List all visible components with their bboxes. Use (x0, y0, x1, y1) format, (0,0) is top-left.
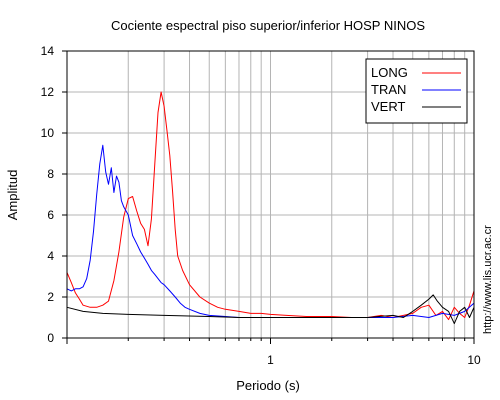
legend: LONG TRAN VERT (365, 58, 468, 124)
x-tick-label: 10 (467, 353, 481, 367)
x-tick-label: 1 (267, 353, 274, 367)
source-url: http://www.lis.ucr.ac.cr (482, 225, 494, 334)
y-tick-label: 10 (41, 126, 55, 140)
axis-ticks: 0 2 4 6 8 10 12 14 1 10 (41, 44, 481, 367)
chart-title: Cociente espectral piso superior/inferio… (111, 18, 425, 33)
series-lines (66, 91, 475, 325)
series-line-vert (66, 294, 475, 325)
y-tick-label: 12 (41, 85, 55, 99)
y-tick-label: 4 (47, 249, 54, 263)
legend-box (365, 58, 468, 124)
series-line-long (66, 91, 475, 321)
legend-label-vert: VERT (371, 99, 405, 114)
y-axis-label: Amplitud (5, 170, 20, 221)
y-tick-label: 2 (47, 290, 54, 304)
grid (66, 50, 474, 339)
y-tick-label: 6 (47, 208, 54, 222)
legend-label-long: LONG (371, 65, 408, 80)
y-tick-label: 14 (41, 44, 55, 58)
legend-label-tran: TRAN (371, 82, 406, 97)
y-tick-label: 8 (47, 167, 54, 181)
y-tick-label: 0 (47, 331, 54, 345)
x-axis-label: Periodo (s) (236, 378, 300, 393)
